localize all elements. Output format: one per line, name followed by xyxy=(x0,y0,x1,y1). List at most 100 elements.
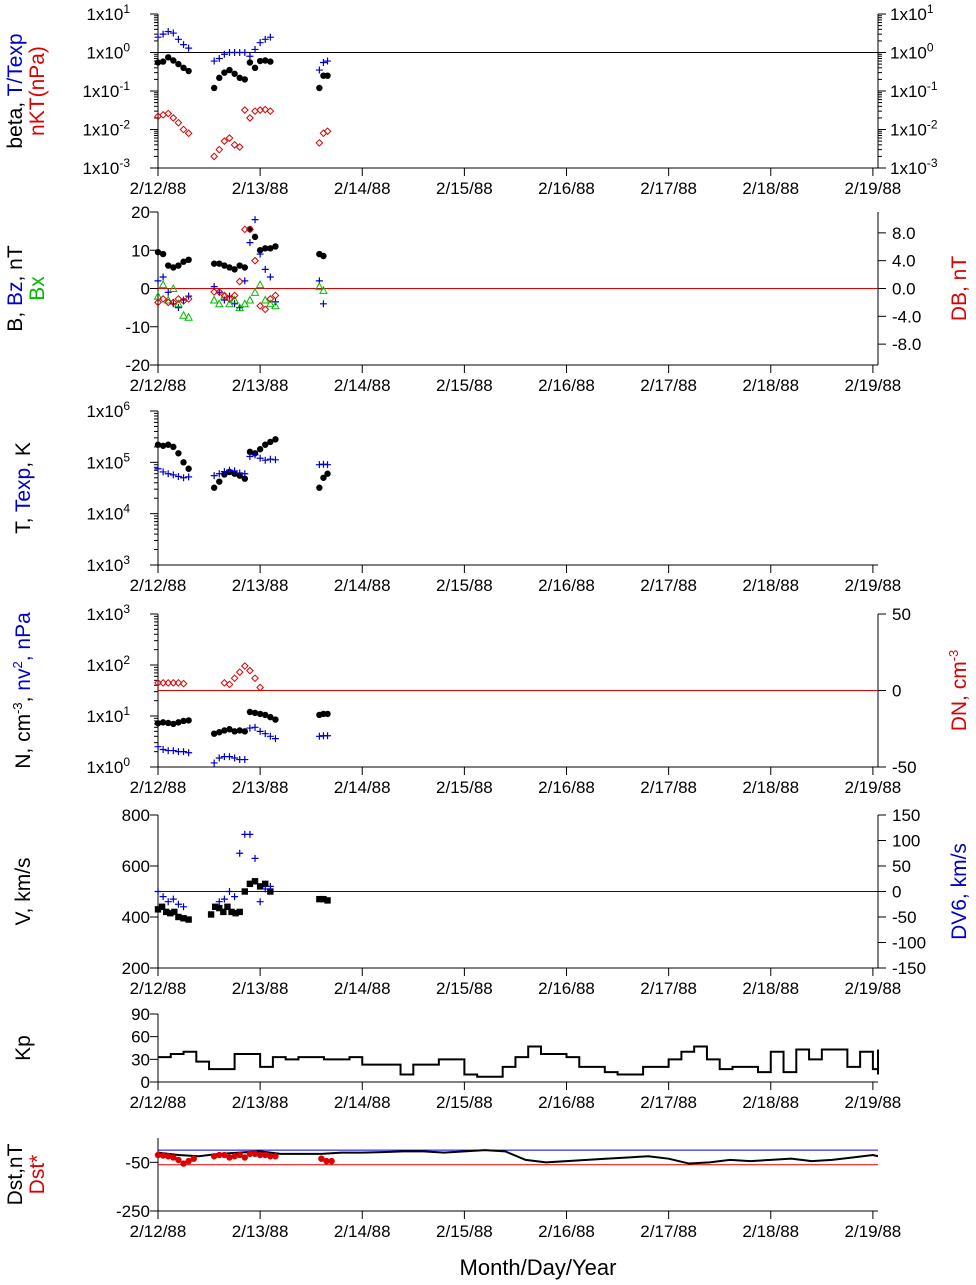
data-point xyxy=(185,256,192,264)
data-point xyxy=(169,471,177,479)
series-b xyxy=(154,226,327,273)
data-point xyxy=(256,898,264,906)
data-point xyxy=(266,273,274,281)
data-point xyxy=(154,906,162,913)
data-point xyxy=(180,64,187,72)
x-tick-label: 2/18/88 xyxy=(742,179,799,198)
x-tick-label: 2/15/88 xyxy=(436,576,493,595)
data-point xyxy=(319,285,328,294)
data-point xyxy=(210,759,218,767)
data-point xyxy=(164,109,173,118)
data-point xyxy=(245,295,255,304)
data-point xyxy=(246,239,254,247)
data-point xyxy=(175,450,182,457)
data-point xyxy=(236,262,243,269)
data-point xyxy=(256,250,264,258)
data-point xyxy=(159,719,167,726)
x-tick-label: 2/17/88 xyxy=(640,1093,697,1112)
y2-tick-label: 4.0 xyxy=(892,252,916,271)
dst-panel: -50 -250 Dst,nT Dst* 2/12/88 2/13/88 2/14/88 2/… xyxy=(4,1138,901,1280)
data-point xyxy=(230,295,239,304)
data-point xyxy=(267,888,274,895)
x-tick-label: 2/14/88 xyxy=(334,1093,391,1112)
data-point xyxy=(251,709,259,717)
data-point xyxy=(180,717,187,725)
data-point xyxy=(228,908,235,916)
y-axis-label-part: , nPa xyxy=(12,612,35,661)
data-point xyxy=(207,911,215,918)
series-texp xyxy=(154,451,332,482)
y-axis-label-part: , nT xyxy=(4,245,27,281)
series-dv6 xyxy=(154,830,274,911)
x-tick-label: 2/16/88 xyxy=(538,1093,595,1112)
data-point xyxy=(215,288,224,296)
data-point xyxy=(224,903,231,910)
data-point xyxy=(216,260,223,267)
x-tick-label: 2/19/88 xyxy=(845,179,902,198)
data-point xyxy=(215,754,223,762)
data-point xyxy=(180,1160,187,1167)
data-point xyxy=(261,456,269,464)
series-nv2 xyxy=(154,723,332,767)
data-point xyxy=(220,908,227,916)
data-point xyxy=(170,720,177,728)
data-point xyxy=(174,472,182,480)
y-axis-label-part: N, cm xyxy=(12,714,35,769)
data-point xyxy=(251,256,259,265)
data-point xyxy=(324,897,331,904)
data-point xyxy=(246,666,254,675)
x-tick-label: 2/12/88 xyxy=(130,576,187,595)
y2-axis-label: DB, nT xyxy=(948,256,971,322)
data-point xyxy=(267,713,274,721)
x-tick-label: 2/16/88 xyxy=(538,979,595,998)
y-axis-label-part: -3 xyxy=(10,702,25,714)
y-axis-label: Dst,nT xyxy=(4,1143,27,1205)
y-tick-label: 1x101 xyxy=(86,704,130,726)
data-point xyxy=(154,465,162,473)
x-tick-label: 2/16/88 xyxy=(538,1222,595,1241)
data-point xyxy=(230,674,239,683)
data-point xyxy=(246,448,254,456)
data-point xyxy=(235,303,245,312)
y-tick-label: 0 xyxy=(141,1073,150,1092)
data-point xyxy=(261,35,269,43)
x-tick-label: 2/18/88 xyxy=(742,576,799,595)
data-point xyxy=(271,291,280,300)
y-axis-label-secondary-part: Bx xyxy=(26,276,49,301)
y-axis-label-part: nv xyxy=(12,668,35,691)
data-point xyxy=(262,57,269,64)
data-point xyxy=(164,28,172,36)
x-tick-label: 2/14/88 xyxy=(334,1222,391,1241)
data-point xyxy=(215,898,223,906)
data-point xyxy=(241,756,249,764)
data-point xyxy=(225,888,233,895)
data-point xyxy=(236,727,243,734)
data-point xyxy=(251,216,259,224)
y-axis-label-part: Dst,nT xyxy=(4,1143,27,1205)
y-axis-label-secondary: Bx xyxy=(26,276,49,301)
data-point xyxy=(241,728,249,735)
data-point xyxy=(211,903,219,910)
data-point xyxy=(256,1151,264,1159)
data-point xyxy=(216,904,223,912)
data-point xyxy=(240,299,250,308)
y-axis-label-secondary-part: nKT(nPa) xyxy=(26,46,49,136)
data-point xyxy=(230,140,239,149)
data-point xyxy=(226,264,233,271)
y2-tick-label: -50 xyxy=(892,908,917,927)
data-point xyxy=(159,1152,167,1159)
x-tick-label: 2/12/88 xyxy=(130,1222,187,1241)
y-tick-label: 1x102 xyxy=(86,653,130,675)
data-point xyxy=(246,880,254,888)
y-tick-label: 200 xyxy=(122,959,150,978)
x-tick-label: 2/17/88 xyxy=(640,576,697,595)
data-point xyxy=(159,273,167,281)
data-point xyxy=(318,1155,325,1162)
data-point xyxy=(221,262,228,269)
data-point xyxy=(221,69,228,76)
x-tick-label: 2/18/88 xyxy=(742,979,799,998)
density-panel: 1x103 1x102 1x101 1x100 50 0 -50 DN, cm-3 N, cm-… xyxy=(10,602,971,797)
y2-axis-label: DV6, km/s xyxy=(948,843,971,940)
data-point xyxy=(159,250,167,258)
data-point xyxy=(185,465,192,472)
